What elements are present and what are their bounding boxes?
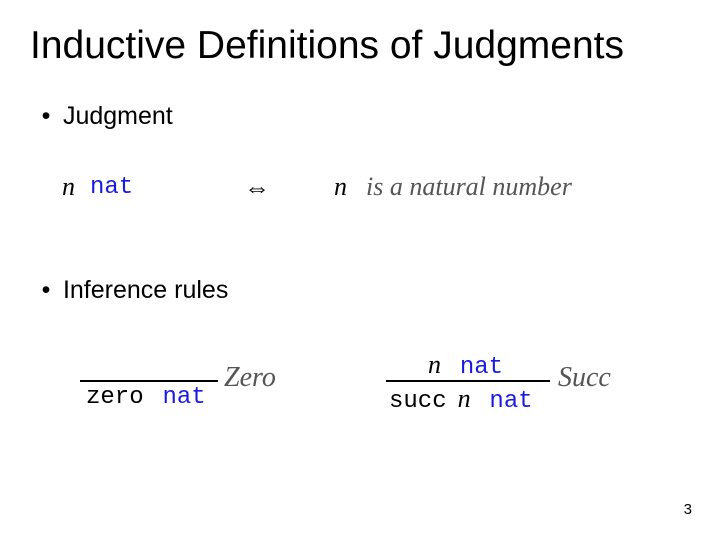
rule-zero-conclusion: zero nat — [86, 384, 206, 411]
rule-succ-conclusion: succ n nat — [389, 384, 533, 415]
bullet-inference-rules: • Inference rules — [36, 276, 228, 305]
rule-zero-conc-zero: zero — [86, 384, 144, 411]
bullet-dot-icon: • — [36, 276, 56, 305]
rule-succ-line — [386, 380, 550, 382]
rule-succ-conc-nat: nat — [475, 388, 533, 415]
rule-succ-premise: n nat — [428, 350, 503, 381]
inference-rules-area: zero nat Zero n nat succ n nat Succ — [0, 350, 720, 470]
judgment-row: n nat ⇔ n is a natural number — [62, 172, 680, 212]
bullet-inference-rules-label: Inference rules — [63, 276, 228, 304]
judgment-nat-keyword: nat — [90, 174, 133, 201]
rule-succ-prem-nat: nat — [445, 354, 503, 381]
bullet-judgment: • Judgment — [36, 102, 173, 131]
rule-succ-conc-n: n — [451, 384, 471, 413]
judgment-n-right: n — [334, 172, 347, 202]
iff-symbol-icon: ⇔ — [244, 173, 270, 203]
judgment-description: is a natural number — [366, 172, 572, 202]
rule-zero-conc-nat: nat — [148, 384, 206, 411]
bullet-judgment-label: Judgment — [63, 102, 173, 130]
rule-succ-label: Succ — [558, 362, 611, 394]
page-title: Inductive Definitions of Judgments — [30, 24, 700, 68]
rule-succ-conc-succ: succ — [389, 388, 447, 415]
rule-zero-label: Zero — [224, 362, 276, 394]
bullet-dot-icon: • — [36, 102, 56, 131]
rule-zero-line — [80, 380, 218, 382]
page-number: 3 — [684, 501, 692, 518]
slide: Inductive Definitions of Judgments • Jud… — [0, 0, 720, 540]
rule-succ-prem-n: n — [428, 350, 441, 379]
judgment-n-left: n — [62, 172, 75, 202]
